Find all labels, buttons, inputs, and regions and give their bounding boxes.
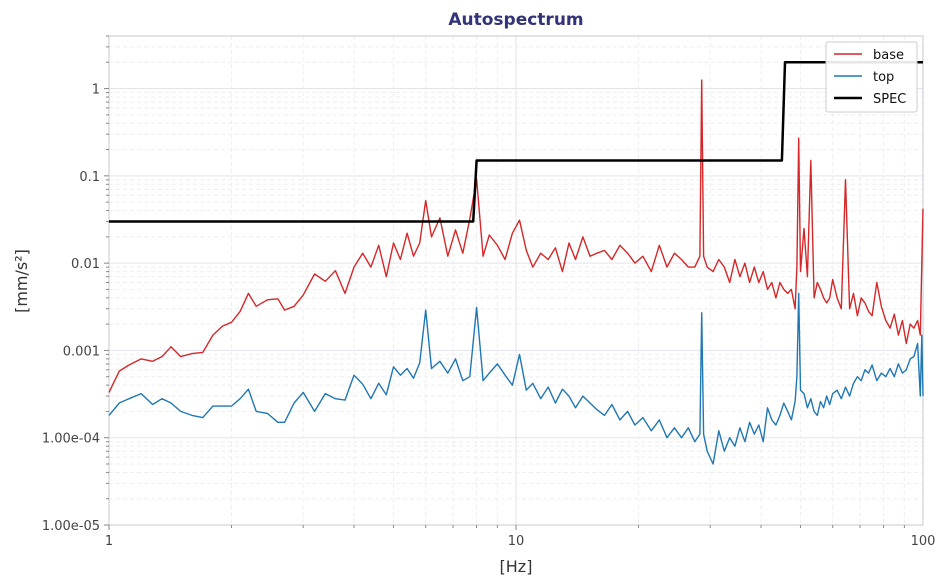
legend-label-base: base bbox=[873, 48, 904, 63]
chart-title: Autospectrum bbox=[448, 10, 583, 30]
series-line-spec bbox=[109, 61, 923, 223]
x-tick-label: 1 bbox=[105, 534, 113, 549]
series-line-base bbox=[108, 79, 924, 393]
y-tick-label: 0.001 bbox=[63, 344, 100, 359]
legend-label-top: top bbox=[873, 70, 894, 85]
y-tick-label: 0.1 bbox=[79, 170, 100, 185]
x-tick-label: 10 bbox=[508, 534, 525, 549]
grid bbox=[108, 35, 923, 526]
y-tick-label: 1.00e-05 bbox=[42, 519, 100, 534]
axis-ticks: 1 10 100 1 0.1 0.01 0.001 1.00e-04 1.00e-05 bbox=[42, 35, 936, 549]
y-tick-label: 1.00e-04 bbox=[42, 432, 100, 447]
series-line-top bbox=[108, 292, 924, 465]
y-axis-label: [mm/s²] bbox=[12, 249, 31, 313]
y-tick-label: 0.01 bbox=[71, 257, 100, 272]
legend-box bbox=[825, 41, 918, 113]
y-tick-label: 1 bbox=[92, 83, 100, 98]
legend-label-spec: SPEC bbox=[873, 92, 906, 107]
legend: base top SPEC bbox=[825, 41, 918, 113]
x-tick-label: 100 bbox=[911, 534, 936, 549]
x-axis-label: [Hz] bbox=[500, 557, 533, 576]
series-lines bbox=[108, 61, 924, 465]
